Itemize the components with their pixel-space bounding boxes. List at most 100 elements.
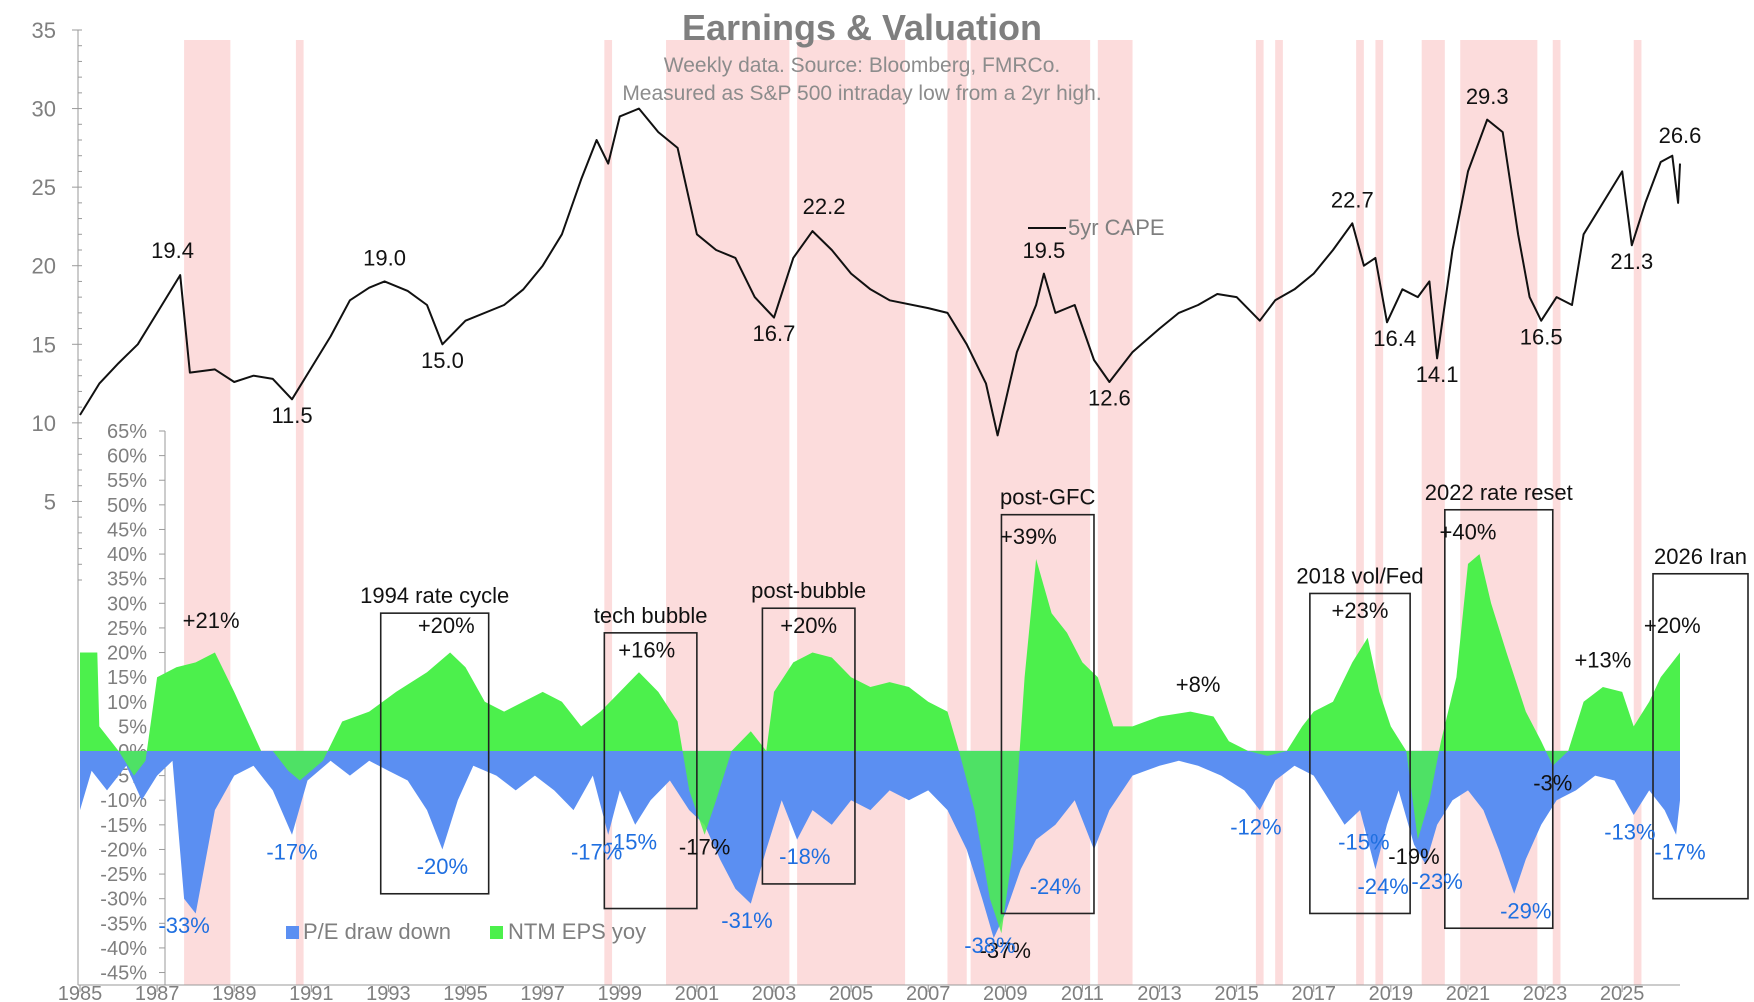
left-tick-label-6: 5 xyxy=(44,489,56,514)
annotation-boxes: 1994 rate cycle tech bubble post-bubble pos… xyxy=(360,480,1749,930)
pct-tick-label-22: -45% xyxy=(100,963,147,985)
pct-tick-label-15: -10% xyxy=(100,790,147,812)
eps-value-label-7: +40% xyxy=(1440,519,1497,544)
pct-tick-label-12: 5% xyxy=(118,716,147,738)
recession-band-12 xyxy=(1421,40,1445,985)
cape-value-label-2: 19.0 xyxy=(363,246,406,271)
cape-value-label-1: 11.5 xyxy=(271,403,312,428)
annotation-box-label-3: post-GFC xyxy=(1000,485,1095,510)
x-tick-label-2: 1989 xyxy=(212,983,257,1002)
recession-band-14 xyxy=(1552,40,1561,985)
left-tick-label-1: 30 xyxy=(32,97,56,122)
pe-value-label-15: -17% xyxy=(1654,839,1705,864)
left-tick-label-0: 35 xyxy=(32,18,56,43)
eps-growth-area-positive xyxy=(80,554,1680,751)
annotation-box-3 xyxy=(1000,513,1095,915)
pct-tick-label-21: -40% xyxy=(100,938,147,960)
x-tick-label-15: 2015 xyxy=(1214,983,1259,1002)
legend-pe-label: P/E draw down xyxy=(303,919,451,944)
pct-tick-label-4: 45% xyxy=(107,519,147,541)
pe-value-label-6: -18% xyxy=(779,844,830,869)
x-tick-label-16: 2017 xyxy=(1291,983,1336,1002)
cape-value-label-14: 26.6 xyxy=(1659,123,1702,148)
recession-band-7 xyxy=(1097,40,1133,985)
cape-line xyxy=(79,107,1681,437)
pct-tick-label-6: 35% xyxy=(107,569,147,591)
pe-value-label-2: -20% xyxy=(417,854,468,879)
pe-value-label-12: -23% xyxy=(1411,869,1462,894)
pct-tick-label-19: -30% xyxy=(100,889,147,911)
x-tick-label-12: 2009 xyxy=(983,983,1028,1002)
recession-band-15 xyxy=(1633,40,1642,985)
cape-series xyxy=(79,107,1681,437)
pct-tick-label-11: 10% xyxy=(107,692,147,714)
x-tick-label-8: 2001 xyxy=(675,983,720,1002)
legend-cape-label: 5yr CAPE xyxy=(1068,215,1165,240)
eps-value-label-5: +8% xyxy=(1176,672,1221,697)
x-tick-label-5: 1995 xyxy=(443,983,488,1002)
x-tick-label-20: 2025 xyxy=(1600,983,1645,1002)
annotation-box-label-5: 2022 rate reset xyxy=(1425,480,1573,505)
pct-tick-label-2: 55% xyxy=(107,470,147,492)
pct-tick-label-18: -25% xyxy=(100,864,147,886)
pct-tick-label-5: 40% xyxy=(107,544,147,566)
legend-bottom: P/E draw down NTM EPS yoy xyxy=(286,919,646,944)
eps-value-label-12: -19% xyxy=(1388,844,1439,869)
x-tick-label-14: 2013 xyxy=(1137,983,1182,1002)
pe-value-label-0: -33% xyxy=(158,913,209,938)
pct-tick-label-17: -20% xyxy=(100,839,147,861)
annotation-box-label-0: 1994 rate cycle xyxy=(360,583,509,608)
annotation-box-0 xyxy=(379,612,490,895)
eps-value-label-11: -37% xyxy=(980,938,1031,963)
pct-tick-label-0: 65% xyxy=(107,421,147,443)
annotation-box-2 xyxy=(761,607,856,885)
recession-band-8 xyxy=(1255,40,1264,985)
cape-value-label-3: 15.0 xyxy=(421,348,464,373)
annotation-box-label-1: tech bubble xyxy=(594,603,708,628)
eps-value-label-6: +23% xyxy=(1332,598,1389,623)
recession-band-11 xyxy=(1375,40,1384,985)
cape-value-label-7: 12.6 xyxy=(1088,386,1131,411)
x-tick-label-19: 2023 xyxy=(1523,983,1568,1002)
left-tick-label-2: 25 xyxy=(32,175,56,200)
annotation-box-label-4: 2018 vol/Fed xyxy=(1296,563,1423,588)
x-tick-label-13: 2011 xyxy=(1061,983,1104,1002)
x-tick-label-4: 1993 xyxy=(366,983,411,1002)
annotation-box-4 xyxy=(1309,592,1411,915)
x-tick-label-17: 2019 xyxy=(1369,983,1414,1002)
pe-value-label-13: -29% xyxy=(1500,898,1551,923)
eps-value-label-3: +20% xyxy=(780,613,837,638)
pct-tick-label-8: 25% xyxy=(107,618,147,640)
pct-tick-label-16: -15% xyxy=(100,815,147,837)
recession-band-4 xyxy=(797,40,906,985)
cape-value-label-12: 16.5 xyxy=(1520,324,1563,349)
x-tick-label-18: 2021 xyxy=(1446,983,1491,1002)
annotation-box-label-2: post-bubble xyxy=(751,578,866,603)
cape-value-label-13: 21.3 xyxy=(1610,249,1653,274)
legend-cape: 5yr CAPE xyxy=(1028,215,1165,240)
cape-value-label-8: 22.7 xyxy=(1331,188,1374,213)
pct-tick-label-1: 60% xyxy=(107,446,147,468)
x-tick-label-11: 2007 xyxy=(906,983,951,1002)
pct-tick-label-10: 15% xyxy=(107,667,147,689)
cape-value-label-11: 29.3 xyxy=(1466,84,1509,109)
eps-value-label-10: -17% xyxy=(679,834,730,859)
eps-value-label-8: +13% xyxy=(1574,647,1631,672)
pe-value-label-5: -31% xyxy=(721,908,772,933)
recession-band-9 xyxy=(1275,40,1283,985)
pct-tick-label-9: 20% xyxy=(107,643,147,665)
x-tick-label-1: 1987 xyxy=(135,983,180,1002)
pe-value-label-9: -12% xyxy=(1230,815,1281,840)
pe-value-label-10: -15% xyxy=(1338,829,1389,854)
cape-value-label-10: 14.1 xyxy=(1416,362,1459,387)
pe-drawdown-area xyxy=(80,751,1680,939)
x-tick-label-6: 1997 xyxy=(520,983,565,1002)
x-tick-label-10: 2005 xyxy=(829,983,874,1002)
pe-value-label-7: -38% xyxy=(964,933,1015,958)
axes: 353025201510565%60%55%50%45%40%35%30%25%… xyxy=(32,18,1680,1002)
left-tick-label-3: 20 xyxy=(32,254,56,279)
legend-pe-swatch xyxy=(286,926,299,939)
x-tick-label-3: 1991 xyxy=(289,983,334,1002)
left-tick-label-4: 15 xyxy=(32,332,56,357)
pct-tick-label-7: 30% xyxy=(107,593,147,615)
